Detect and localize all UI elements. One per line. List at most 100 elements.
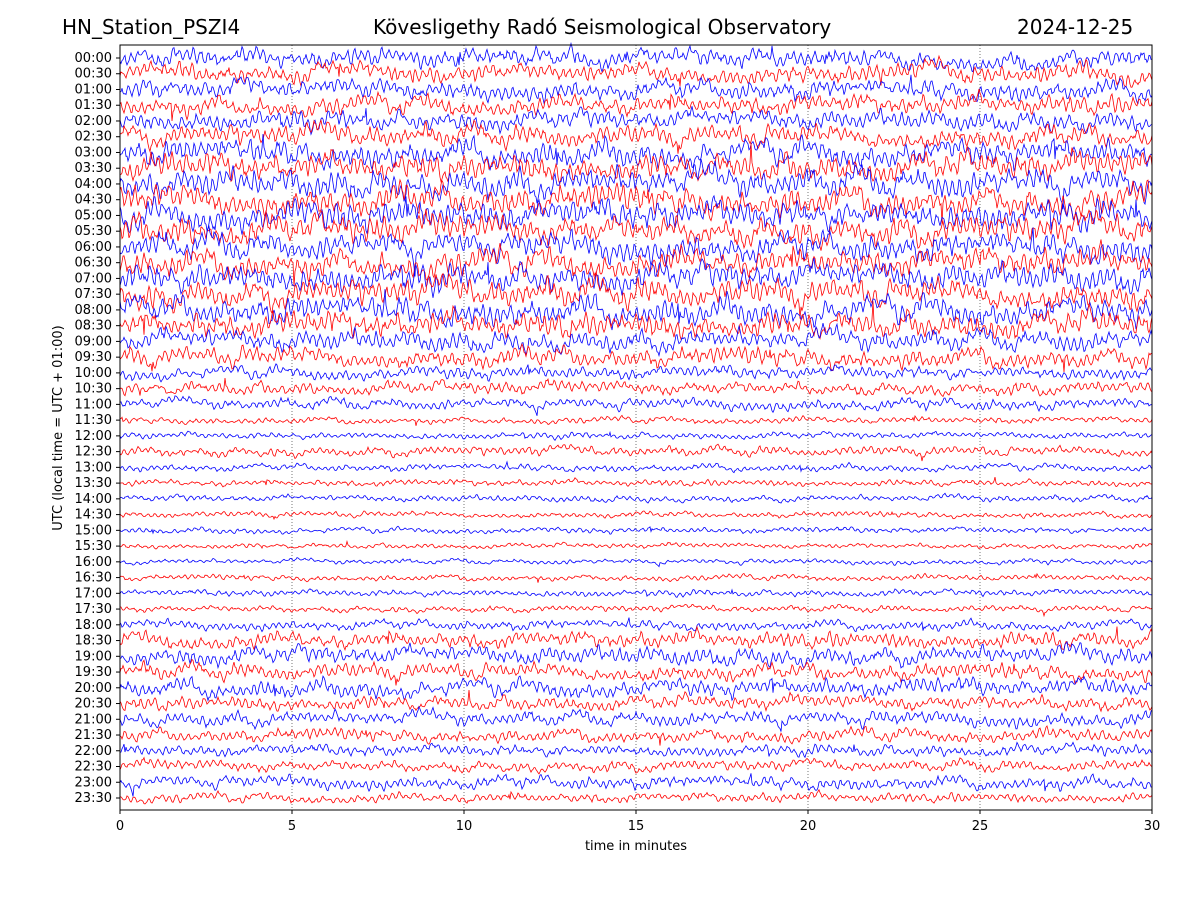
trace-1230 [119,443,1153,462]
trace-1000 [119,363,1153,383]
trace-1700 [119,588,1152,598]
trace-0030 [119,54,1153,88]
row-label: 22:00 [75,744,112,759]
row-label: 02:00 [75,114,112,129]
trace-2100 [119,705,1153,732]
row-label: 21:00 [75,712,112,727]
trace-0600 [119,224,1153,277]
trace-0200 [119,106,1153,136]
row-label: 09:00 [75,334,112,349]
row-label: 16:30 [75,571,112,586]
row-label: 00:30 [75,67,112,82]
x-tick-label: 5 [288,819,296,834]
trace-0800 [119,289,1153,331]
row-label: 06:00 [75,240,112,255]
trace-0400 [119,159,1153,210]
row-label: 20:30 [75,697,112,712]
row-label: 19:30 [75,665,112,680]
trace-0700 [119,257,1153,298]
row-label: 21:30 [75,728,112,743]
row-label: 23:30 [75,791,112,806]
trace-2000 [119,675,1153,702]
trace-0230 [119,119,1153,154]
trace-2130 [119,725,1153,746]
trace-1830 [119,625,1153,652]
trace-1030 [119,377,1153,398]
row-label: 06:30 [75,256,112,271]
row-label: 04:00 [75,177,112,192]
row-label: 09:30 [75,350,112,365]
trace-1330 [119,477,1153,488]
row-label: 15:00 [75,523,112,538]
x-tick-label: 20 [800,819,817,834]
trace-1900 [119,641,1153,670]
row-label: 12:30 [75,445,112,460]
trace-0630 [119,239,1153,287]
trace-1730 [119,603,1153,618]
row-label: 18:30 [75,634,112,649]
trace-0430 [119,178,1153,224]
row-label: 14:30 [75,508,112,523]
row-label: 02:30 [75,130,112,145]
trace-1130 [119,414,1153,426]
row-label: 04:30 [75,193,112,208]
trace-1930 [119,658,1153,686]
row-label: 14:00 [75,492,112,507]
trace-1200 [119,430,1153,441]
row-label: 13:00 [75,460,112,475]
trace-1600 [119,557,1153,568]
trace-1400 [119,492,1153,504]
trace-2300 [119,773,1153,797]
trace-0730 [119,271,1153,319]
row-label: 20:00 [75,681,112,696]
row-label: 08:30 [75,319,112,334]
row-label: 23:00 [75,775,112,790]
row-label: 07:00 [75,271,112,286]
row-label: 07:30 [75,287,112,302]
x-tick-label: 0 [116,819,124,834]
row-label: 11:30 [75,413,112,428]
trace-1100 [119,395,1153,416]
trace-2200 [119,741,1153,759]
row-label: 05:00 [75,208,112,223]
trace-2230 [119,756,1153,775]
trace-2330 [120,788,1153,805]
trace-0500 [119,194,1153,235]
row-label: 16:00 [75,555,112,570]
date-label: 2024-12-25 [1017,15,1134,39]
row-label: 03:00 [75,145,112,160]
station-label: HN_Station_PSZI4 [62,15,241,39]
row-label: 12:00 [75,429,112,444]
trace-1530 [119,539,1153,550]
x-tick-label: 10 [456,819,473,834]
row-label: 17:00 [75,586,112,601]
x-axis-label: time in minutes [585,839,687,854]
row-label: 19:00 [75,649,112,664]
x-tick-label: 30 [1144,819,1161,834]
row-label: 10:30 [75,382,112,397]
x-tick-label: 25 [972,819,989,834]
trace-2030 [119,689,1153,713]
row-label: 05:30 [75,224,112,239]
trace-1630 [119,572,1153,583]
trace-1430 [119,510,1153,521]
x-tick-label: 15 [628,819,645,834]
y-axis-label: UTC (local time = UTC + 01:00) [51,325,66,530]
row-label: 11:00 [75,397,112,412]
row-label: 22:30 [75,760,112,775]
trace-0330 [119,142,1153,184]
row-label: 15:30 [75,539,112,554]
trace-1300 [119,460,1153,474]
trace-0130 [119,88,1153,122]
trace-0930 [119,342,1153,373]
trace-0830 [119,301,1153,341]
row-label: 01:30 [75,98,112,113]
row-label: 01:00 [75,82,112,97]
trace-1500 [119,525,1153,535]
row-label: 17:30 [75,602,112,617]
row-label: 18:00 [75,618,112,633]
row-label: 10:00 [75,366,112,381]
row-label: 00:00 [75,51,112,66]
